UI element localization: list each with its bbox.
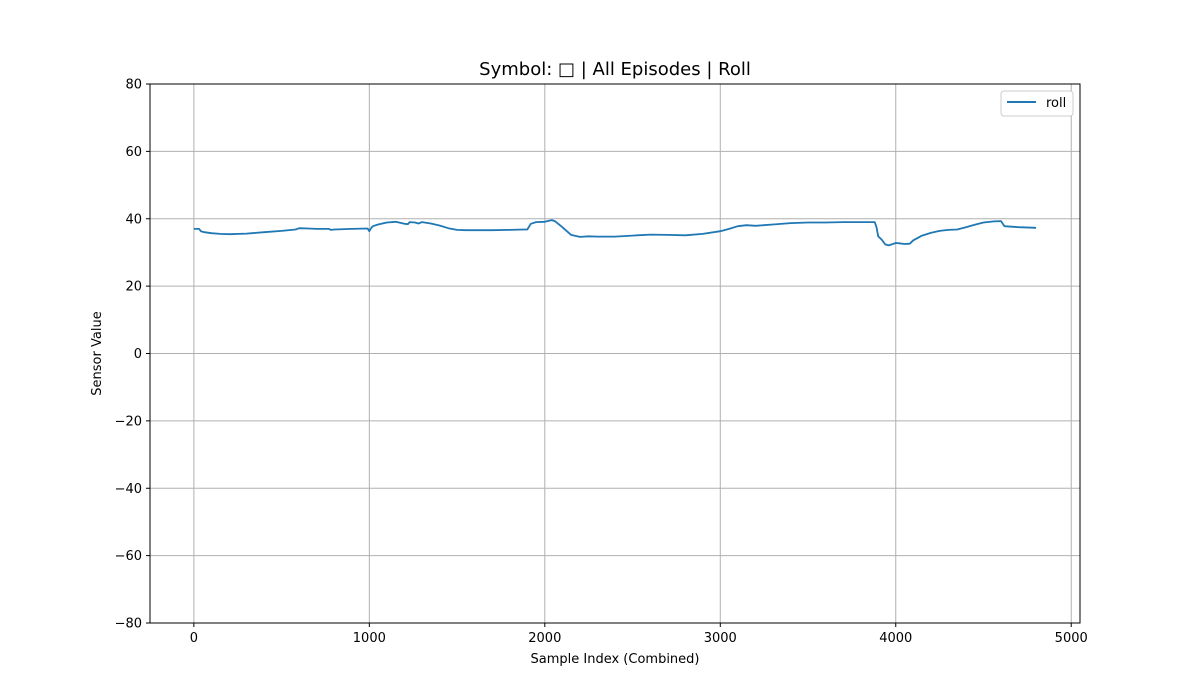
y-gridlines: [150, 83, 1080, 624]
chart-title: Symbol: □ | All Episodes | Roll: [479, 59, 751, 80]
x-tick-label: 2000: [528, 631, 561, 646]
y-tick-label: 20: [125, 280, 142, 295]
x-tick-label: 5000: [1055, 631, 1088, 646]
y-tick-label: 60: [125, 145, 142, 160]
y-tick-label: −40: [115, 482, 142, 497]
legend: roll: [1000, 90, 1074, 117]
y-tick-label: 0: [134, 347, 142, 362]
x-axis-ticks: 0 1000 2000 3000 4000 5000: [190, 623, 1088, 646]
y-axis-ticks: −80 −60 −40 −20 0 20 40 60 80: [115, 78, 150, 632]
y-tick-label: −20: [115, 414, 142, 429]
x-tick-label: 3000: [704, 631, 737, 646]
y-tick-label: −60: [115, 549, 142, 564]
y-tick-label: 40: [125, 212, 142, 227]
legend-box: [1000, 90, 1074, 117]
legend-label-roll: roll: [1046, 96, 1066, 111]
y-axis-label: Sensor Value: [90, 311, 105, 395]
y-tick-label: −80: [115, 617, 142, 632]
x-tick-label: 4000: [879, 631, 912, 646]
series-layer: [193, 219, 1037, 247]
x-tick-label: 1000: [353, 631, 386, 646]
x-tick-label: 0: [190, 631, 198, 646]
x-axis-label: Sample Index (Combined): [531, 652, 700, 667]
y-tick-label: 80: [125, 78, 142, 93]
series-line-roll: [193, 219, 1037, 247]
